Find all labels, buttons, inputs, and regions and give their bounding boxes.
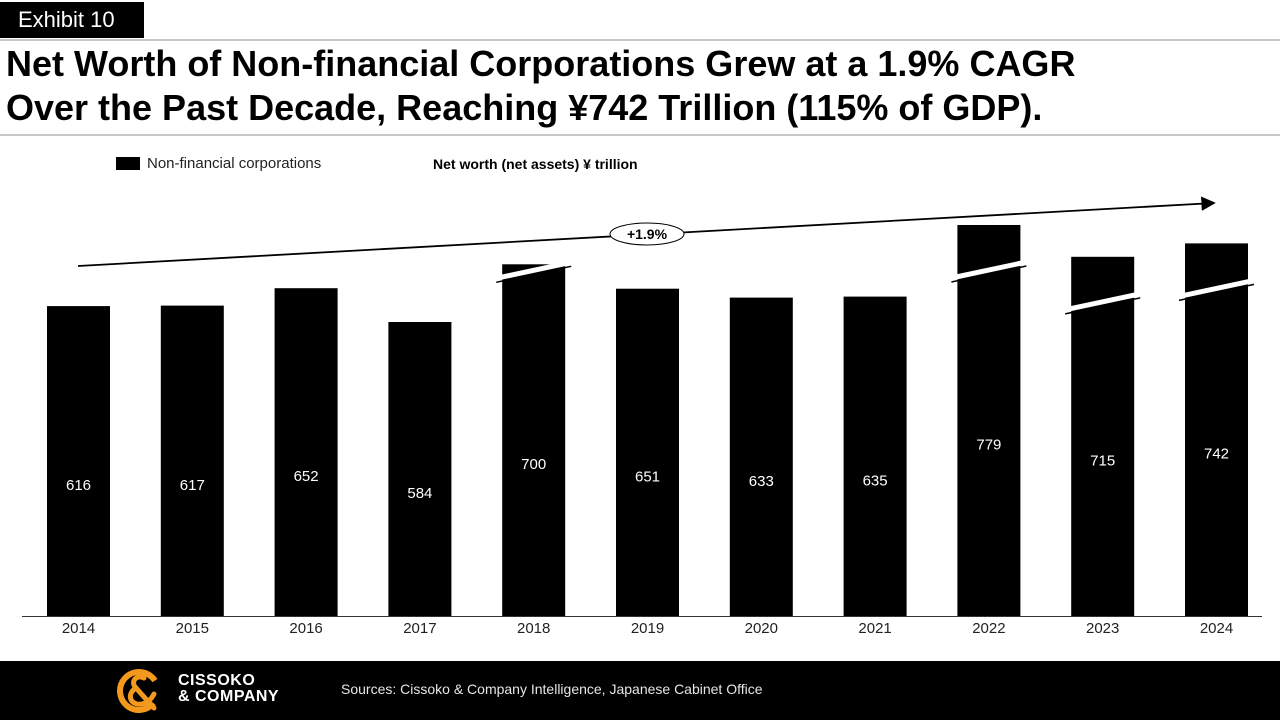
- x-tick-label-2017: 2017: [403, 620, 436, 637]
- legend-swatch: [116, 157, 140, 170]
- value-label-2022: 779: [976, 437, 1001, 454]
- value-label-2016: 652: [294, 468, 319, 485]
- axis-break-edge-2023: [1065, 297, 1141, 315]
- bar-2023: [1071, 256, 1135, 616]
- axis-break-2018: [495, 259, 572, 281]
- trend-label-badge: [609, 222, 685, 246]
- axis-break-2023: [1064, 291, 1141, 313]
- value-label-2015: 617: [180, 477, 205, 494]
- x-tick-label-2016: 2016: [289, 620, 322, 637]
- top-divider: [0, 39, 1280, 41]
- brand-name: CISSOKO & COMPANY: [178, 673, 279, 705]
- bar-2024: [1185, 243, 1248, 616]
- value-label-2014: 616: [66, 477, 91, 494]
- value-label-2024: 742: [1204, 446, 1229, 463]
- axis-break-2024: [1178, 277, 1255, 299]
- x-tick-label-2020: 2020: [745, 620, 778, 637]
- bar-2019: [616, 288, 679, 616]
- legend-label: Non-financial corporations: [147, 155, 321, 172]
- axis-break-2022: [950, 259, 1027, 281]
- value-label-2021: 635: [863, 472, 888, 489]
- bar-2020: [729, 297, 793, 616]
- bar-chart: Non-financial corporations Net worth (net…: [22, 155, 1262, 637]
- trend-label: +1.9%: [627, 226, 668, 242]
- title-line-2: Over the Past Decade, Reaching ¥742 Tril…: [6, 87, 1043, 128]
- axis-break-edge-2022: [951, 265, 1027, 283]
- x-tick-label-2022: 2022: [972, 620, 1005, 637]
- brand-line-2: & COMPANY: [178, 688, 280, 705]
- x-tick-label-2014: 2014: [62, 620, 95, 637]
- x-tick-label-2021: 2021: [858, 620, 891, 637]
- exhibit-tag: Exhibit 10: [0, 2, 144, 38]
- brand-logo-icon: [117, 669, 161, 713]
- x-tick-label-2019: 2019: [631, 620, 664, 637]
- title-divider: [0, 134, 1280, 136]
- axis-break-edge-2018: [496, 265, 572, 284]
- value-label-2019: 651: [635, 468, 660, 485]
- x-tick-label-2024: 2024: [1200, 620, 1233, 637]
- sources-note: Sources: Cissoko & Company Intelligence,…: [341, 681, 763, 697]
- bar-2015: [160, 305, 224, 616]
- bar-2021: [843, 296, 907, 616]
- unit-label: Net worth (net assets) ¥ trillion: [433, 156, 638, 172]
- bar-2016: [274, 288, 338, 616]
- x-tick-label-2023: 2023: [1086, 620, 1119, 637]
- brand-line-1: CISSOKO: [178, 672, 256, 689]
- bar-2014: [47, 306, 110, 616]
- title-line-1: Net Worth of Non-financial Corporations …: [6, 43, 1076, 84]
- value-label-2023: 715: [1090, 452, 1115, 469]
- footer-bar: CISSOKO & COMPANY Sources: Cissoko & Com…: [0, 661, 1280, 720]
- value-label-2020: 633: [749, 473, 774, 490]
- bar-2018: [502, 264, 566, 616]
- x-tick-label-2018: 2018: [517, 620, 550, 637]
- bar-2022: [957, 225, 1021, 616]
- axis-break-edge-2024: [1178, 283, 1255, 302]
- x-tick-label-2015: 2015: [176, 620, 209, 637]
- bar-2017: [388, 322, 452, 616]
- value-label-2018: 700: [521, 456, 546, 473]
- page-title: Net Worth of Non-financial Corporations …: [6, 42, 1266, 130]
- value-label-2017: 584: [407, 485, 432, 502]
